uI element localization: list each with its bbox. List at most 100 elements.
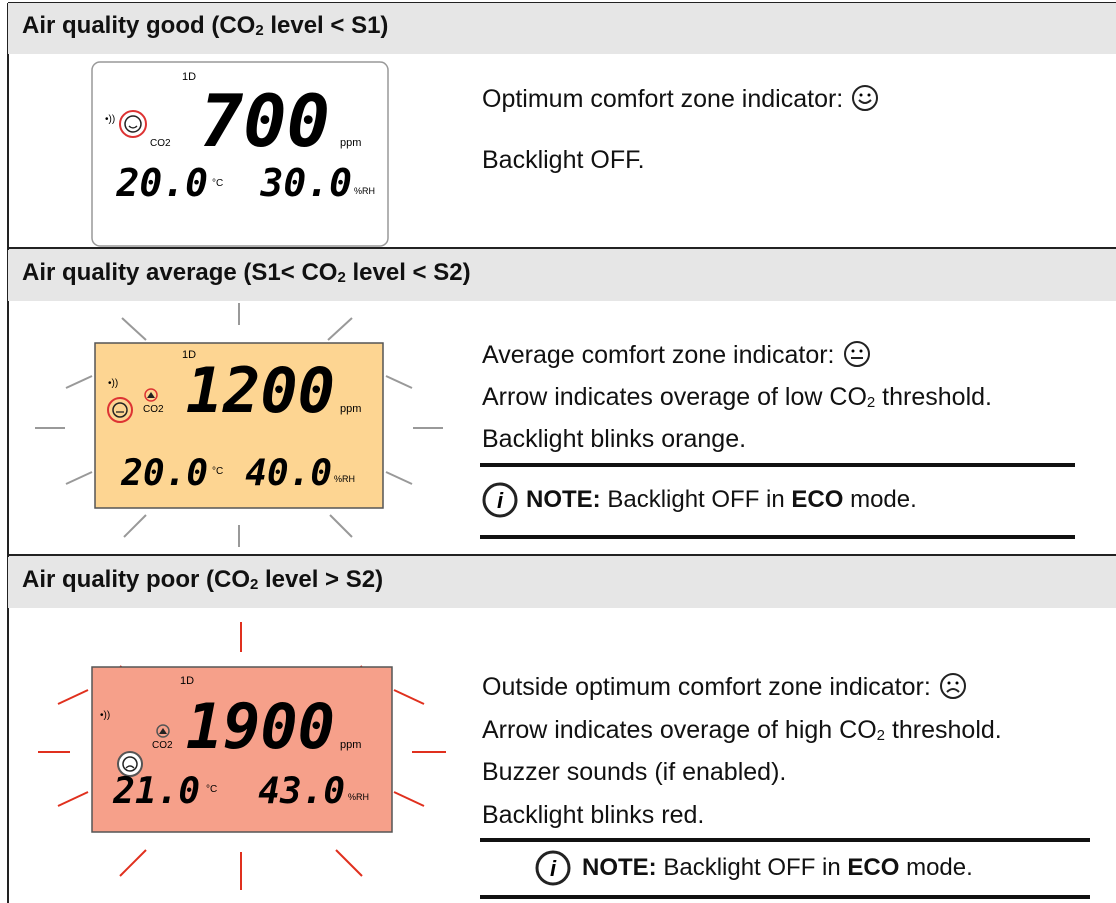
unit: ppm <box>340 739 361 751</box>
co2: 700 <box>200 79 330 163</box>
shape <box>58 690 88 704</box>
text: Air quality good (CO <box>22 12 255 39</box>
text: Backlight OFF in <box>657 854 848 881</box>
shape <box>58 792 88 806</box>
unit: °C <box>212 466 223 477</box>
text: mode. <box>899 854 972 881</box>
desc-line: Backlight blinks red. <box>482 800 704 830</box>
text: NOTE: <box>526 486 601 513</box>
unit: °C <box>206 784 217 795</box>
shape: •)) <box>100 710 110 721</box>
desc-line: Outside optimum comfort zone indicator: <box>482 672 967 702</box>
text: level > S2) <box>258 566 383 593</box>
rh: 30.0 <box>259 161 352 205</box>
shape <box>860 94 863 97</box>
unit: ppm <box>340 403 361 415</box>
co2: 1900 <box>186 690 335 763</box>
text: 2 <box>867 394 875 411</box>
temp: 21.0 <box>112 771 200 812</box>
section-header: Air quality poor (CO2 level > S2) <box>8 557 1116 608</box>
text: Outside optimum comfort zone indicator: <box>482 673 931 701</box>
rh: 43.0 <box>258 771 345 812</box>
shape <box>947 689 959 692</box>
shape <box>124 515 146 537</box>
text: ECO <box>791 486 843 513</box>
text: Optimum comfort zone indicator: <box>482 85 843 113</box>
gas: CO2 <box>150 138 171 149</box>
desc-line: Arrow indicates overage of low CO2 thres… <box>482 382 992 418</box>
desc-line: Optimum comfort zone indicator: <box>482 84 879 114</box>
desc-line: Arrow indicates overage of high CO2 thre… <box>482 715 1002 751</box>
gas: CO2 <box>143 404 164 415</box>
unit: ppm <box>340 137 361 149</box>
text: Backlight OFF. <box>482 146 645 174</box>
neutral-icon <box>843 340 871 368</box>
shape <box>330 515 352 537</box>
shape <box>868 94 871 97</box>
shape: i <box>550 856 557 881</box>
gas: CO2 <box>152 740 173 751</box>
mode: 1D <box>180 675 194 687</box>
temp: 20.0 <box>115 161 208 205</box>
shape <box>941 674 965 698</box>
shape: i <box>497 488 504 513</box>
note: NOTE: Backlight OFF in ECO mode. <box>526 485 917 515</box>
note: NOTE: Backlight OFF in ECO mode. <box>582 853 973 883</box>
rh: 40.0 <box>245 453 332 494</box>
text: Backlight OFF in <box>601 486 792 513</box>
text: 2 <box>877 727 885 744</box>
desc-line: Buzzer sounds (if enabled). <box>482 757 786 787</box>
co2: 1200 <box>186 354 335 427</box>
text: Air quality poor (CO <box>22 566 250 593</box>
section-header: Air quality good (CO2 level < S1) <box>8 3 1116 54</box>
shape <box>336 850 362 876</box>
shape <box>66 472 92 484</box>
text: Air quality average (S1< CO <box>22 259 337 286</box>
unit: °C <box>212 178 223 189</box>
shape <box>120 850 146 876</box>
shape <box>859 350 862 353</box>
shape <box>394 792 424 806</box>
text: mode. <box>843 486 916 513</box>
text: level < S2) <box>346 259 471 286</box>
text: Arrow indicates overage of low CO <box>482 383 867 411</box>
text: Average comfort zone indicator: <box>482 341 835 369</box>
mode: 1D <box>182 71 196 83</box>
text: threshold. <box>885 716 1002 744</box>
shape <box>394 690 424 704</box>
shape <box>845 342 869 366</box>
shape <box>386 376 412 388</box>
desc-line: Backlight blinks orange. <box>482 424 746 454</box>
text: Backlight blinks orange. <box>482 425 746 453</box>
text: Buzzer sounds (if enabled). <box>482 758 786 786</box>
section-header: Air quality average (S1< CO2 level < S2) <box>8 250 1116 301</box>
unit: %RH <box>348 792 369 802</box>
text: 2 <box>337 269 345 286</box>
shape <box>851 350 854 353</box>
text: ECO <box>847 854 899 881</box>
unit: %RH <box>334 474 355 484</box>
shape <box>955 682 958 685</box>
text: Arrow indicates overage of high CO <box>482 716 877 744</box>
text: NOTE: <box>582 854 657 881</box>
text: level < S1) <box>264 12 389 39</box>
shape <box>859 100 871 103</box>
shape <box>947 682 950 685</box>
shape <box>386 472 412 484</box>
temp: 20.0 <box>120 453 208 494</box>
page: •)) •)) •)) i i 1D CO2 700 ppm 20.0 °C 30… <box>0 0 1116 903</box>
shape <box>122 318 146 340</box>
shape: •)) <box>105 114 115 125</box>
shape <box>853 86 877 110</box>
unit: %RH <box>354 186 375 196</box>
text: Backlight blinks red. <box>482 801 704 829</box>
sad-icon <box>939 672 967 700</box>
desc-line: Backlight OFF. <box>482 145 645 175</box>
desc-line: Average comfort zone indicator: <box>482 340 871 370</box>
shape: •)) <box>108 378 118 389</box>
happy-icon <box>851 84 879 112</box>
shape <box>66 376 92 388</box>
text: threshold. <box>875 383 992 411</box>
shape <box>328 318 352 340</box>
text: 2 <box>255 22 263 39</box>
